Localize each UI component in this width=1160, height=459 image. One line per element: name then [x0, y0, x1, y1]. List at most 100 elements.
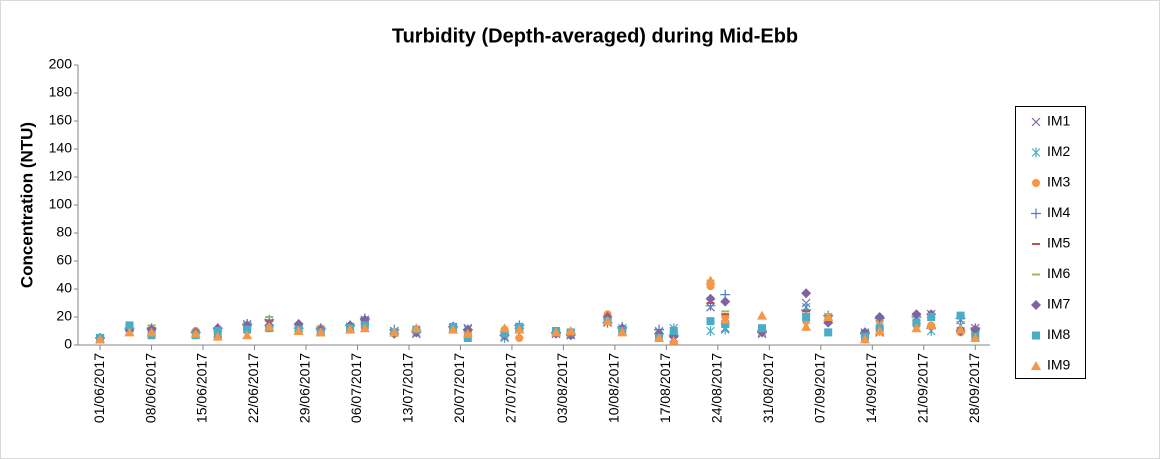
marker [213, 327, 222, 335]
marker [911, 309, 922, 320]
x-tick-label: 15/06/2017 [194, 353, 210, 423]
marker [212, 331, 223, 341]
marker [499, 323, 510, 333]
marker [859, 334, 870, 344]
marker [1032, 331, 1040, 340]
marker [602, 316, 613, 326]
marker [721, 320, 730, 328]
marker [706, 317, 715, 326]
x-tick-label: 14/09/2017 [863, 353, 879, 423]
marker [411, 323, 422, 333]
y-tick-label: 120 [49, 168, 73, 184]
x-tick-label: 31/08/2017 [760, 353, 776, 423]
marker [551, 327, 562, 337]
x-tick-label: 17/08/2017 [657, 353, 673, 423]
marker [926, 320, 937, 330]
marker [293, 326, 304, 335]
marker [956, 311, 965, 320]
marker [146, 327, 157, 337]
marker [565, 326, 576, 335]
marker [345, 324, 356, 334]
marker [359, 323, 370, 333]
legend-label: IM7 [1047, 296, 1071, 312]
x-tick-label: 24/08/2017 [709, 353, 725, 423]
x-tick-label: 08/06/2017 [142, 353, 158, 423]
legend-label: IM6 [1047, 265, 1071, 281]
legend-label: IM4 [1047, 204, 1071, 220]
marker [654, 333, 665, 342]
x-tick-label: 06/07/2017 [348, 353, 364, 423]
y-tick-label: 40 [56, 280, 72, 296]
marker [1031, 117, 1041, 127]
x-tick-label: 07/09/2017 [812, 353, 828, 423]
marker [1031, 300, 1041, 310]
legend-label: IM1 [1047, 113, 1071, 129]
marker [823, 312, 834, 321]
x-tick-label: 10/08/2017 [606, 353, 622, 423]
marker [124, 327, 135, 337]
marker [463, 334, 472, 342]
x-tick-label: 01/06/2017 [91, 353, 107, 423]
marker [125, 321, 134, 330]
marker [668, 335, 679, 345]
marker [315, 327, 326, 337]
x-tick-label: 29/06/2017 [297, 353, 313, 423]
marker [617, 327, 628, 337]
marker [758, 324, 766, 333]
x-tick-label: 21/09/2017 [915, 353, 931, 423]
marker [1031, 361, 1041, 370]
marker [874, 312, 885, 322]
marker [1031, 147, 1041, 158]
marker [242, 330, 253, 340]
marker [669, 327, 678, 335]
marker [802, 313, 811, 321]
marker [448, 324, 459, 334]
marker [720, 296, 731, 307]
marker [1031, 208, 1041, 219]
marker [874, 326, 885, 335]
marker [1032, 179, 1040, 187]
legend-label: IM8 [1047, 326, 1071, 342]
legend-box [1015, 106, 1086, 379]
y-tick-label: 80 [56, 224, 72, 240]
marker [264, 321, 275, 331]
marker [824, 328, 833, 337]
marker [705, 293, 716, 304]
y-tick-label: 160 [49, 112, 73, 128]
x-tick-label: 13/07/2017 [400, 353, 416, 423]
legend-label: IM2 [1047, 143, 1071, 159]
x-tick-label: 28/09/2017 [966, 353, 982, 423]
y-tick-label: 60 [56, 252, 72, 268]
marker [970, 324, 981, 335]
marker [801, 321, 812, 331]
chart-title: Turbidity (Depth-averaged) during Mid-Eb… [392, 25, 798, 47]
marker [243, 325, 252, 334]
marker [190, 328, 201, 338]
y-tick-label: 20 [56, 308, 72, 324]
x-tick-label: 03/08/2017 [554, 353, 570, 423]
marker [911, 323, 922, 333]
marker [757, 310, 767, 320]
x-tick-label: 20/07/2017 [451, 353, 467, 423]
y-axis-label: Concentration (NTU) [17, 122, 36, 288]
legend-label: IM5 [1047, 235, 1071, 251]
x-tick-label: 22/06/2017 [245, 353, 261, 423]
marker [801, 288, 812, 299]
y-tick-label: 0 [64, 336, 72, 352]
marker [515, 334, 524, 342]
y-tick-label: 180 [49, 84, 73, 100]
marker [514, 324, 525, 334]
x-tick-label: 27/07/2017 [503, 353, 519, 423]
y-tick-label: 100 [49, 196, 73, 212]
marker [500, 329, 509, 338]
y-tick-label: 140 [49, 140, 73, 156]
marker [462, 328, 473, 338]
legend-label: IM9 [1047, 357, 1071, 373]
marker [720, 314, 731, 324]
marker [706, 326, 715, 336]
marker [95, 334, 106, 344]
marker [389, 327, 400, 337]
legend-label: IM3 [1047, 174, 1071, 190]
